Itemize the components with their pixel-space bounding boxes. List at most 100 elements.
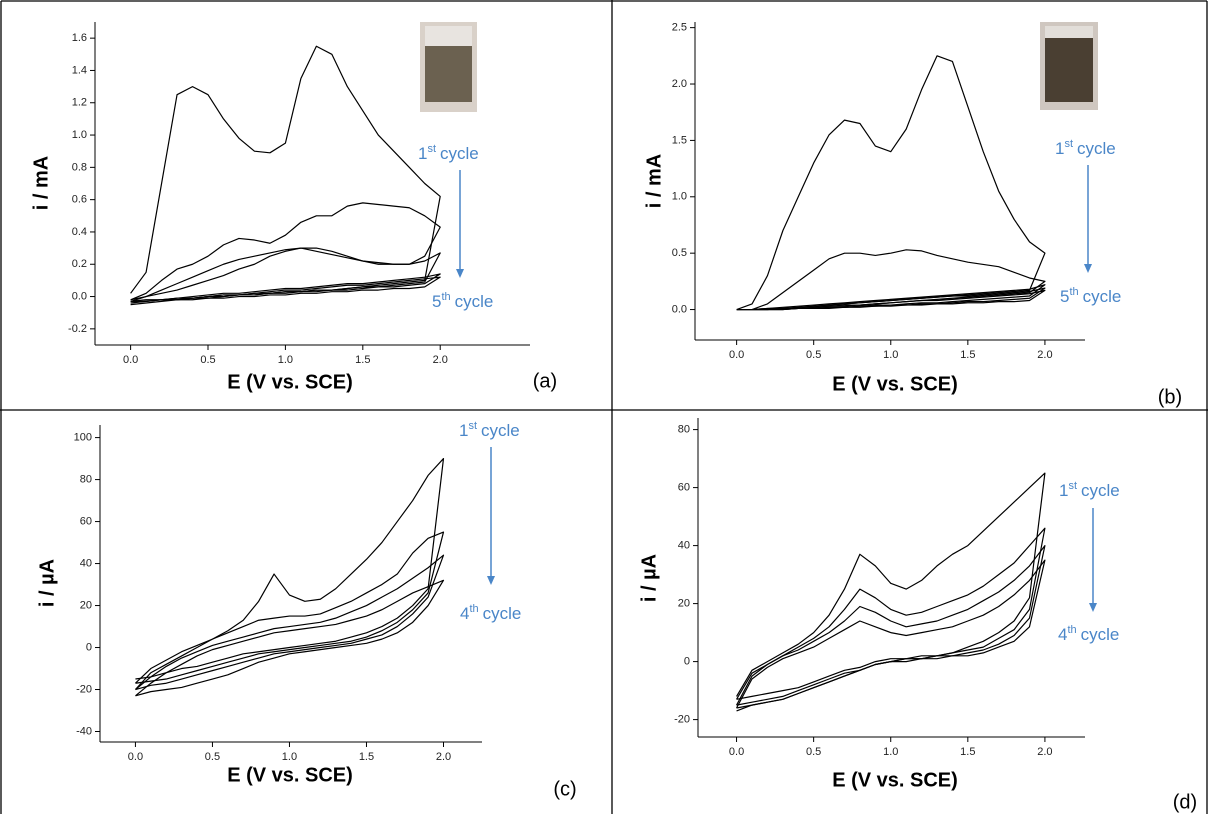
x-tick-label: 1.5 xyxy=(960,746,975,758)
cycle-suffix: st xyxy=(468,420,477,432)
photo-film xyxy=(425,46,472,102)
cv-curve xyxy=(736,289,1046,311)
cycle-suffix: st xyxy=(427,143,436,155)
y-tick-label: 1.4 xyxy=(72,64,87,76)
cycle-word: cycle xyxy=(483,604,522,623)
x-tick-label: 0.5 xyxy=(200,354,215,366)
cv-curve xyxy=(130,276,441,306)
cycle-number: 1 xyxy=(1059,481,1068,500)
chart-panel: -40 -20 0 20 40 60 80 100 0.0 0.5 1.0 1.5 2.0 i / µA E… xyxy=(36,420,576,800)
cycle-annotation: 5th cycle xyxy=(1060,286,1121,307)
cv-curve xyxy=(736,249,1046,311)
y-tick-label: 0.5 xyxy=(672,247,687,259)
x-axis-label: E (V vs. SCE) xyxy=(227,764,353,786)
x-tick-label: 2.0 xyxy=(433,354,448,366)
x-tick-label: 0.5 xyxy=(806,349,821,361)
x-tick-label: 1.0 xyxy=(278,354,293,366)
y-tick-label: 0.6 xyxy=(72,194,87,206)
y-axis-label: i / mA xyxy=(643,154,665,208)
cycle-suffix: th xyxy=(469,603,478,615)
photo-film xyxy=(1045,38,1093,102)
y-tick-label: -0.2 xyxy=(68,323,87,335)
cycle-number: 4 xyxy=(1058,625,1067,644)
cycle-suffix: st xyxy=(1068,480,1077,492)
y-tick-label: 40 xyxy=(80,557,92,569)
cycle-word: cycle xyxy=(455,292,494,311)
x-axis-label: E (V vs. SCE) xyxy=(227,371,353,393)
cycle-word: cycle xyxy=(1083,287,1122,306)
x-tick-label: 1.0 xyxy=(282,751,297,763)
cycle-word: cycle xyxy=(440,144,479,163)
y-tick-label: 80 xyxy=(678,424,690,436)
chart-panel: 0.0 0.5 1.0 1.5 2.0 2.5 0.0 0.5 1.0 1.5 2.0 i / mA E… xyxy=(643,22,1182,409)
y-tick-label: 2.5 xyxy=(672,22,687,34)
cycle-annotation: 4th cycle xyxy=(460,603,521,624)
cycle-annotation: 1st cycle xyxy=(459,420,520,441)
cv-curve xyxy=(134,457,445,690)
y-tick-label: 2.0 xyxy=(672,78,687,90)
x-tick-label: 1.5 xyxy=(960,349,975,361)
x-tick-label: 2.0 xyxy=(1037,349,1052,361)
cycle-suffix: th xyxy=(1067,624,1076,636)
cycle-annotation: 1st cycle xyxy=(418,143,479,164)
y-tick-label: 60 xyxy=(80,515,92,527)
cv-curve xyxy=(135,554,445,691)
y-tick-label: 40 xyxy=(678,540,690,552)
chart-panel: -20 0 20 40 60 80 0.0 0.5 1.0 1.5 2.0 i / µA E (V vs… xyxy=(638,418,1197,813)
panel-label: (b) xyxy=(1158,386,1182,408)
x-tick-label: 0.0 xyxy=(123,354,138,366)
x-axis-label: E (V vs. SCE) xyxy=(832,769,958,791)
y-tick-label: 0.8 xyxy=(72,161,87,173)
x-tick-label: 1.5 xyxy=(355,354,370,366)
y-tick-label: 20 xyxy=(678,598,690,610)
cycle-number: 1 xyxy=(418,144,427,163)
y-axis-label: i / mA xyxy=(30,156,52,210)
chart-panel: -0.2 0.0 0.2 0.4 0.6 0.8 1.0 1.2 1.4 1.6 0.0 0.5 1.0… xyxy=(30,22,557,393)
cv-curve xyxy=(736,55,1046,311)
cv-curve xyxy=(736,545,1046,709)
cv-curve xyxy=(135,531,445,684)
cycle-word: cycle xyxy=(1081,625,1120,644)
panel-label: (c) xyxy=(553,778,576,800)
y-tick-label: 80 xyxy=(80,473,92,485)
cycle-suffix: th xyxy=(441,291,450,303)
panel-label: (d) xyxy=(1173,791,1197,813)
x-tick-label: 0.0 xyxy=(128,751,143,763)
cv-curve xyxy=(736,472,1046,700)
y-tick-label: 1.6 xyxy=(72,32,87,44)
cv-curve xyxy=(130,45,441,302)
y-tick-label: 60 xyxy=(678,482,690,494)
cycle-number: 5 xyxy=(432,292,441,311)
photo-glass xyxy=(425,26,472,46)
cycle-number: 4 xyxy=(460,604,469,623)
y-tick-label: 0 xyxy=(684,656,690,668)
y-axis-label: i / µA xyxy=(36,559,58,607)
x-tick-label: 2.0 xyxy=(1037,746,1052,758)
y-tick-label: 0.0 xyxy=(72,290,87,302)
cycle-number: 1 xyxy=(459,421,468,440)
cycle-arrowhead xyxy=(1089,603,1097,612)
x-tick-label: 1.0 xyxy=(883,349,898,361)
cycle-number: 1 xyxy=(1055,139,1064,158)
cv-curve xyxy=(135,579,445,697)
y-tick-label: 20 xyxy=(80,599,92,611)
cycle-word: cycle xyxy=(1081,481,1120,500)
cycle-arrowhead xyxy=(456,269,464,278)
y-axis-label: i / µA xyxy=(638,554,660,602)
y-tick-label: 1.5 xyxy=(672,134,687,146)
cycle-number: 5 xyxy=(1060,287,1069,306)
sample-photo xyxy=(420,22,477,112)
y-tick-label: 1.0 xyxy=(672,191,687,203)
y-tick-label: -20 xyxy=(76,683,92,695)
x-tick-label: 0.5 xyxy=(205,751,220,763)
cycle-annotation: 5th cycle xyxy=(432,291,493,312)
x-tick-label: 1.5 xyxy=(359,751,374,763)
cv-curve xyxy=(736,527,1046,706)
y-tick-label: 0.0 xyxy=(672,303,687,315)
x-tick-label: 0.0 xyxy=(729,349,744,361)
x-tick-label: 1.0 xyxy=(883,746,898,758)
cv-curve xyxy=(736,559,1046,712)
cycle-arrowhead xyxy=(1084,264,1092,273)
